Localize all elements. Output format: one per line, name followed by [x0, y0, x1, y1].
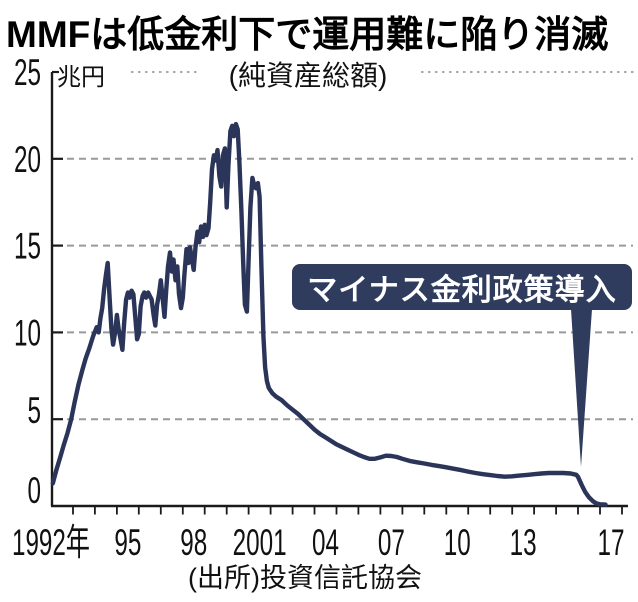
y-axis-unit-label: 兆円: [57, 64, 105, 91]
annotation-callout: マイナス金利政策導入: [292, 264, 632, 310]
svg-text:98: 98: [180, 522, 207, 563]
chart-subtitle: (純資産総額): [228, 60, 388, 91]
svg-text:10: 10: [14, 312, 41, 353]
svg-text:95: 95: [114, 522, 141, 563]
svg-text:0: 0: [28, 470, 42, 511]
svg-text:1992年: 1992年: [12, 522, 90, 563]
svg-text:15: 15: [14, 226, 41, 267]
svg-text:04: 04: [312, 522, 339, 563]
svg-text:25: 25: [14, 52, 41, 93]
svg-text:10: 10: [444, 522, 471, 563]
svg-text:2001: 2001: [233, 522, 287, 563]
svg-text:07: 07: [378, 522, 405, 563]
svg-text:20: 20: [14, 139, 41, 180]
svg-text:13: 13: [510, 522, 537, 563]
chart-title: MMFは低金利下で運用難に陥り消滅: [6, 14, 609, 55]
source-note: (出所)投資信託協会: [188, 563, 422, 593]
svg-text:17: 17: [598, 522, 625, 563]
svg-text:5: 5: [28, 390, 42, 431]
